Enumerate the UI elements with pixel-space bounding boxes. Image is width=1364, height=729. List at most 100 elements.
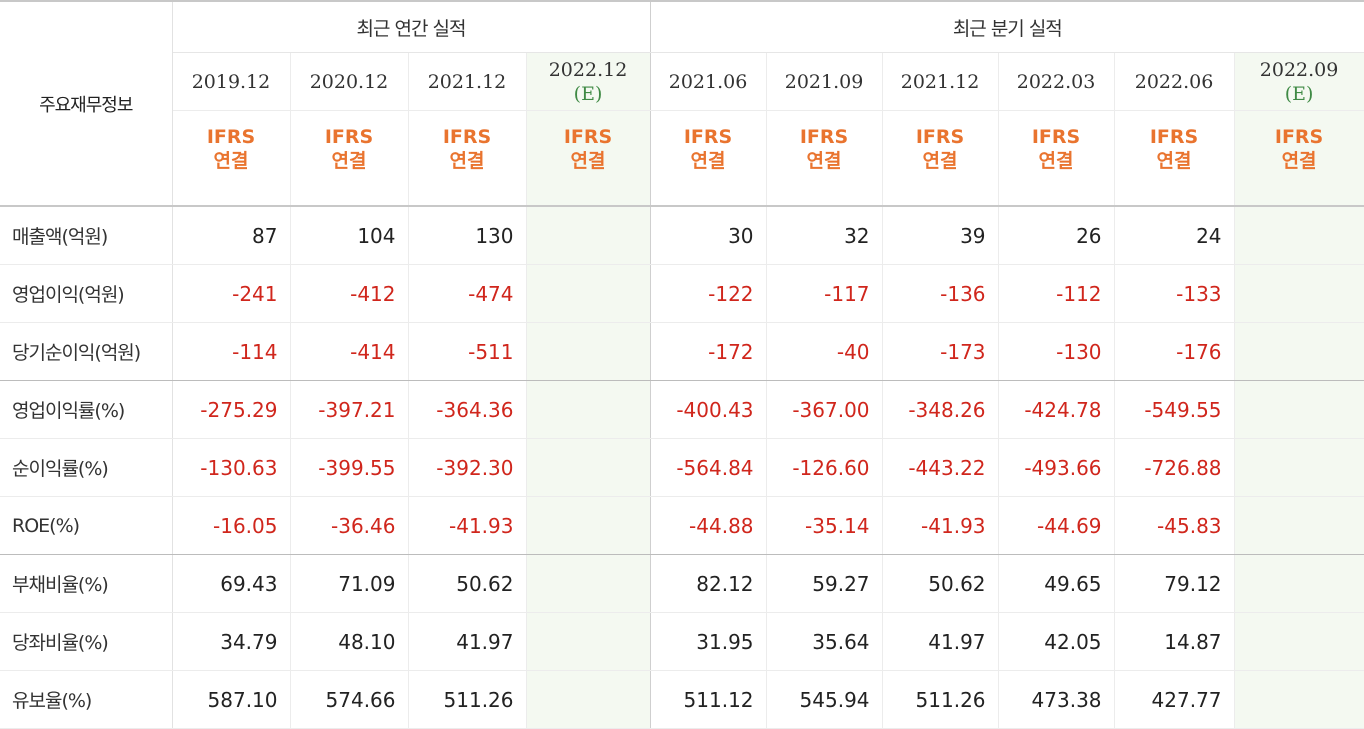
value-cell: 24	[1114, 206, 1235, 265]
table-row: 부채비율(%) 69.43 71.09 50.62 82.12 59.27 50.62 49.…	[0, 554, 1364, 613]
consolidated-text: 연결	[331, 150, 367, 172]
value-cell: -122	[650, 264, 767, 323]
corner-label: 주요재무정보	[0, 0, 173, 207]
ifrs-consolidated-label: IFRS 연결	[1114, 110, 1235, 207]
value-cell: 71.09	[290, 554, 409, 613]
value-cell	[1234, 670, 1364, 729]
ifrs-text: IFRS	[683, 126, 733, 148]
row-label: 당기순이익(억원)	[0, 322, 173, 381]
value-cell: -130.63	[172, 438, 291, 497]
annual-group-header: 최근 연간 실적	[172, 0, 651, 53]
value-cell: -126.60	[766, 438, 883, 497]
value-cell: 427.77	[1114, 670, 1235, 729]
value-cell: 587.10	[172, 670, 291, 729]
value-cell: -348.26	[882, 380, 999, 439]
value-cell	[1234, 206, 1364, 265]
value-cell: 31.95	[650, 612, 767, 671]
value-cell: -44.69	[998, 496, 1115, 555]
ifrs-consolidated-label: IFRS 연결	[290, 110, 409, 207]
ifrs-consolidated-label: IFRS 연결	[172, 110, 291, 207]
value-cell: 50.62	[408, 554, 527, 613]
value-cell: 49.65	[998, 554, 1115, 613]
row-label: 순이익률(%)	[0, 438, 173, 497]
value-cell: -549.55	[1114, 380, 1235, 439]
row-label: 영업이익(억원)	[0, 264, 173, 323]
value-cell: 511.12	[650, 670, 767, 729]
period-header: 2022.12 (E)	[526, 52, 651, 111]
value-cell: 39	[882, 206, 999, 265]
value-cell: -400.43	[650, 380, 767, 439]
value-cell: -364.36	[408, 380, 527, 439]
row-label: 부채비율(%)	[0, 554, 173, 613]
value-cell: 30	[650, 206, 767, 265]
value-cell: -412	[290, 264, 409, 323]
table-row: 유보율(%) 587.10 574.66 511.26 511.12 545.94 511.…	[0, 670, 1364, 729]
value-cell: -493.66	[998, 438, 1115, 497]
value-cell: -726.88	[1114, 438, 1235, 497]
value-cell: -40	[766, 322, 883, 381]
value-cell: -16.05	[172, 496, 291, 555]
estimate-tag: (E)	[573, 82, 603, 105]
ifrs-text: IFRS	[206, 126, 256, 148]
period-header: 2019.12	[172, 52, 291, 111]
row-label: ROE(%)	[0, 496, 173, 555]
value-cell	[526, 612, 651, 671]
value-cell: 82.12	[650, 554, 767, 613]
period-label: 2022.03	[1016, 70, 1096, 93]
value-cell: 511.26	[882, 670, 999, 729]
value-cell: -44.88	[650, 496, 767, 555]
value-cell: 511.26	[408, 670, 527, 729]
value-cell: -133	[1114, 264, 1235, 323]
period-label: 2021.12	[427, 70, 507, 93]
value-cell: -474	[408, 264, 527, 323]
period-header-row: 2019.12 2020.12 2021.12 2022.12 (E) 2021.06 20…	[0, 52, 1364, 111]
value-cell: 69.43	[172, 554, 291, 613]
value-cell: -45.83	[1114, 496, 1235, 555]
value-cell: 545.94	[766, 670, 883, 729]
value-cell: -130	[998, 322, 1115, 381]
ifrs-header-row: IFRS 연결 IFRS 연결 IFRS 연결 IFRS 연결 IFRS 연결 IFRS 연결 IFRS…	[0, 110, 1364, 207]
period-label: 2021.09	[784, 70, 864, 93]
value-cell: 48.10	[290, 612, 409, 671]
value-cell	[526, 322, 651, 381]
value-cell: 50.62	[882, 554, 999, 613]
ifrs-text: IFRS	[324, 126, 374, 148]
ifrs-consolidated-label: IFRS 연결	[650, 110, 767, 207]
ifrs-consolidated-label: IFRS 연결	[998, 110, 1115, 207]
value-cell: -564.84	[650, 438, 767, 497]
table-row: 영업이익(억원) -241 -412 -474 -122 -117 -136 -112 -133	[0, 264, 1364, 323]
value-cell	[1234, 322, 1364, 381]
value-cell: -172	[650, 322, 767, 381]
value-cell	[526, 496, 651, 555]
period-header: 2020.12	[290, 52, 409, 111]
period-header: 2022.03	[998, 52, 1115, 111]
table-row: 순이익률(%) -130.63 -399.55 -392.30 -564.84 -126.…	[0, 438, 1364, 497]
table-row: ROE(%) -16.05 -36.46 -41.93 -44.88 -35.14 -41.…	[0, 496, 1364, 555]
value-cell: -117	[766, 264, 883, 323]
value-cell: 41.97	[882, 612, 999, 671]
value-cell: -399.55	[290, 438, 409, 497]
value-cell: -114	[172, 322, 291, 381]
value-cell: -367.00	[766, 380, 883, 439]
row-label: 영업이익률(%)	[0, 380, 173, 439]
table-row: 영업이익률(%) -275.29 -397.21 -364.36 -400.43 -367…	[0, 380, 1364, 439]
value-cell: -41.93	[882, 496, 999, 555]
value-cell: -176	[1114, 322, 1235, 381]
ifrs-text: IFRS	[1274, 126, 1324, 148]
consolidated-text: 연결	[1038, 150, 1074, 172]
ifrs-consolidated-label: IFRS 연결	[766, 110, 883, 207]
value-cell	[1234, 438, 1364, 497]
value-cell: -392.30	[408, 438, 527, 497]
period-label: 2021.06	[668, 70, 748, 93]
period-label: 2021.12	[900, 70, 980, 93]
consolidated-text: 연결	[690, 150, 726, 172]
consolidated-text: 연결	[1156, 150, 1192, 172]
table-row: 당기순이익(억원) -114 -414 -511 -172 -40 -173 -130 -176	[0, 322, 1364, 381]
ifrs-consolidated-label: IFRS 연결	[526, 110, 651, 207]
value-cell: -443.22	[882, 438, 999, 497]
value-cell: 35.64	[766, 612, 883, 671]
value-cell: -241	[172, 264, 291, 323]
table-row: 당좌비율(%) 34.79 48.10 41.97 31.95 35.64 41.97 42.…	[0, 612, 1364, 671]
period-header: 2021.06	[650, 52, 767, 111]
value-cell: 41.97	[408, 612, 527, 671]
